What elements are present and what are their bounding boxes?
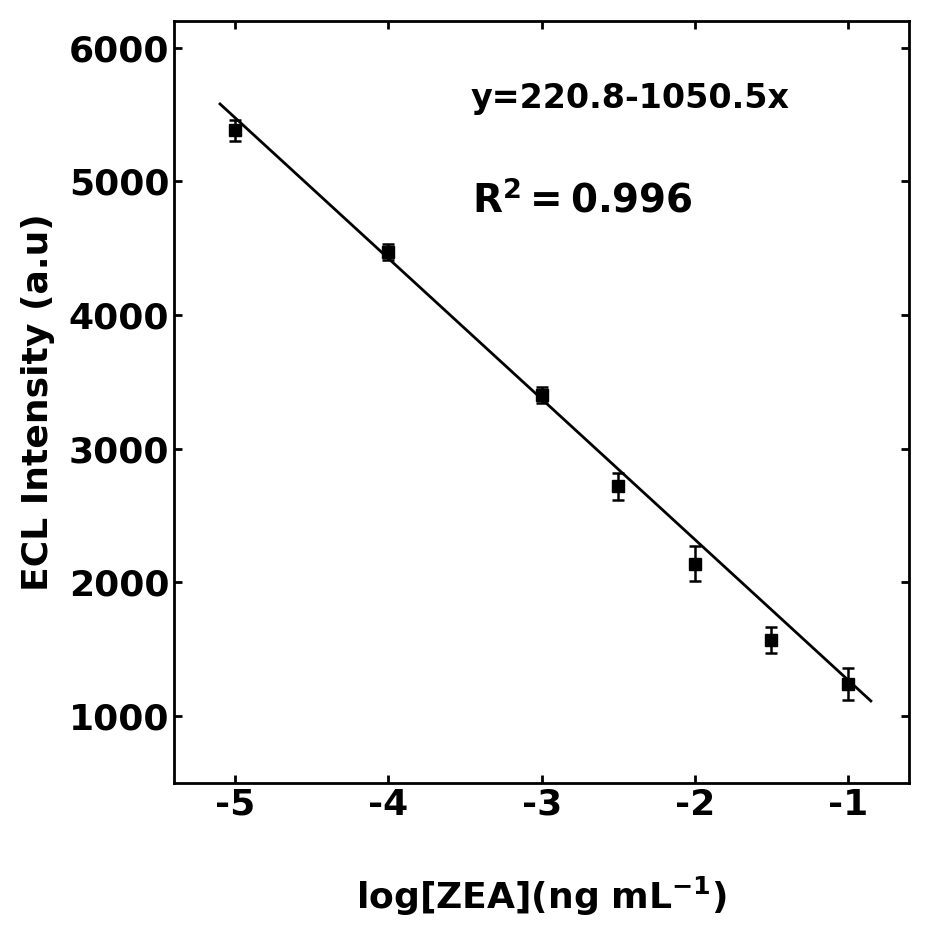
Text: $\mathbf{R^{2}=0.996}$: $\mathbf{R^{2}=0.996}$ [472, 181, 693, 220]
Text: y=220.8-1050.5x: y=220.8-1050.5x [471, 82, 790, 114]
Text: $\mathbf{log[ZEA](ng\ mL^{-1}_{\ })}$: $\mathbf{log[ZEA](ng\ mL^{-1}_{\ })}$ [356, 874, 727, 915]
Y-axis label: ECL Intensity (a.u): ECL Intensity (a.u) [20, 213, 55, 591]
